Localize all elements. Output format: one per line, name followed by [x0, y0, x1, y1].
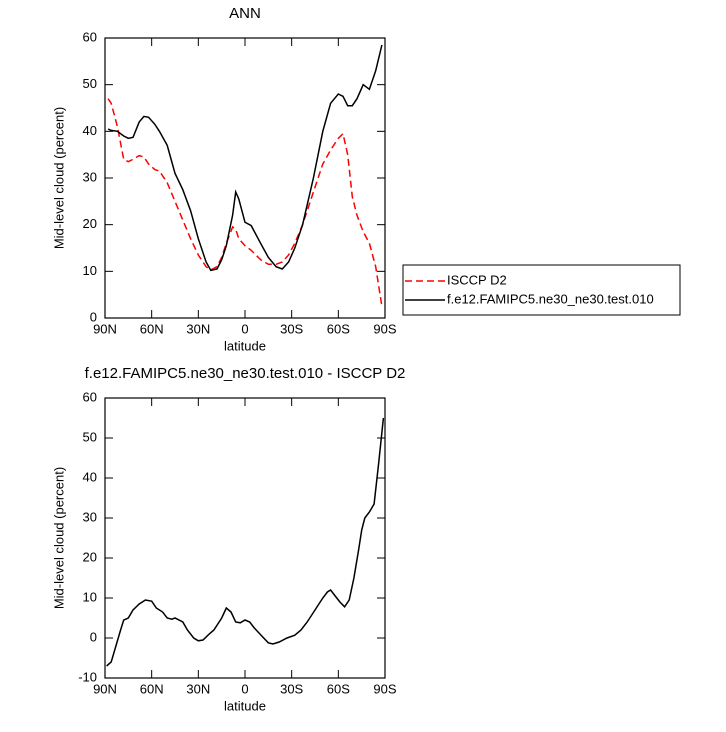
chart-title: f.e12.FAMIPC5.ne30_ne30.test.010 - ISCCP…	[85, 365, 406, 382]
y-tick-label: 0	[90, 629, 97, 644]
y-axis-label: Mid-level cloud (percent)	[51, 467, 66, 609]
x-tick-label: 60S	[327, 321, 350, 336]
y-tick-label: 20	[83, 549, 97, 564]
y-tick-label: 50	[83, 429, 97, 444]
legend-label: f.e12.FAMIPC5.ne30_ne30.test.010	[447, 291, 654, 306]
x-tick-label: 0	[241, 321, 248, 336]
series-line	[107, 98, 383, 307]
x-tick-label: 30N	[186, 681, 210, 696]
x-tick-label: 30N	[186, 321, 210, 336]
x-tick-label: 60N	[140, 321, 164, 336]
x-tick-label: 30S	[280, 681, 303, 696]
x-tick-label: 90N	[93, 321, 117, 336]
x-axis-label: latitude	[224, 338, 266, 353]
x-tick-label: 30S	[280, 321, 303, 336]
x-tick-label: 60S	[327, 681, 350, 696]
y-tick-label: 10	[83, 589, 97, 604]
y-tick-label: 40	[83, 123, 97, 138]
y-tick-label: 0	[90, 309, 97, 324]
x-tick-label: 90S	[373, 681, 396, 696]
chart-title: ANN	[229, 5, 261, 22]
plot-frame	[104, 37, 386, 319]
data-line	[106, 417, 385, 667]
y-tick-label: 30	[83, 509, 97, 524]
y-tick-label: 10	[83, 263, 97, 278]
y-tick-label: 50	[83, 76, 97, 91]
legend-label: ISCCP D2	[447, 272, 507, 287]
x-tick-label: 90S	[373, 321, 396, 336]
y-axis-label: Mid-level cloud (percent)	[51, 107, 66, 249]
x-tick-label: 60N	[140, 681, 164, 696]
y-tick-label: 60	[83, 29, 97, 44]
plot-frame	[104, 397, 386, 679]
legend-box	[402, 264, 681, 316]
x-axis-label: latitude	[224, 698, 266, 713]
series-line	[107, 44, 383, 272]
y-tick-label: 30	[83, 169, 97, 184]
y-tick-label: 60	[83, 389, 97, 404]
y-tick-label: -10	[78, 669, 97, 684]
x-tick-label: 90N	[93, 681, 117, 696]
y-tick-label: 40	[83, 469, 97, 484]
x-tick-label: 0	[241, 681, 248, 696]
y-tick-label: 20	[83, 216, 97, 231]
